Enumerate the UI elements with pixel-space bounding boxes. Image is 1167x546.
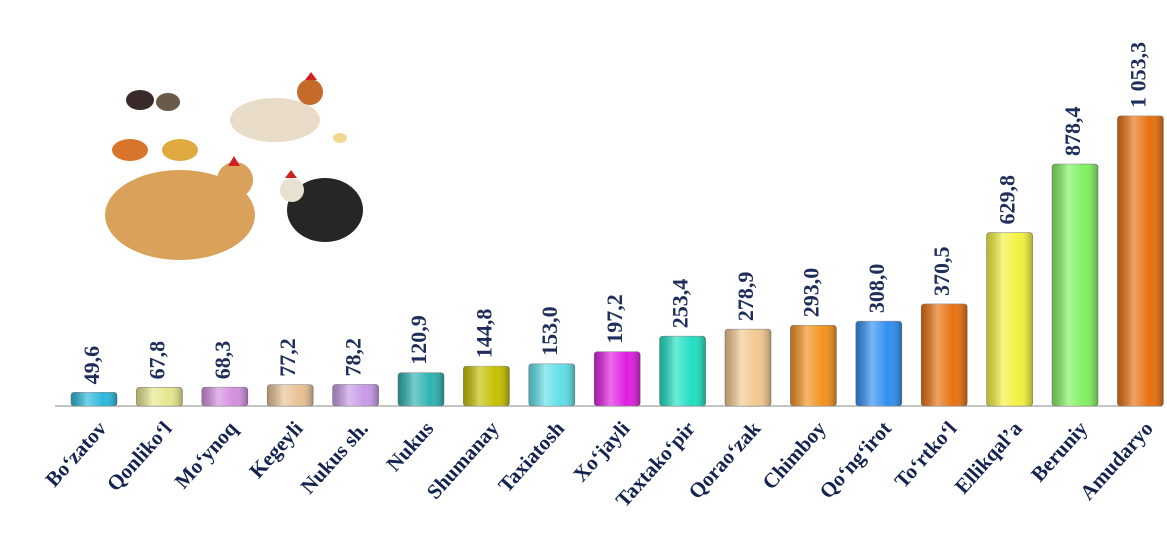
- bar-shine: [201, 387, 248, 406]
- value-label: 253,4: [668, 279, 693, 329]
- bar-shine: [71, 392, 117, 406]
- x-tick-label: Mo‘ynoq: [170, 416, 243, 493]
- value-label: 68,3: [210, 341, 235, 380]
- bar-shine: [1052, 164, 1098, 406]
- value-label: 197,2: [602, 294, 627, 344]
- bar-shine: [528, 363, 575, 406]
- bar-shine: [986, 232, 1033, 406]
- bar-shine: [1117, 115, 1164, 407]
- value-label: 120,9: [406, 315, 431, 365]
- chicken-illustration: [105, 72, 363, 260]
- value-label: 278,9: [733, 272, 758, 322]
- value-label: 153,0: [537, 306, 562, 356]
- bar-shine: [594, 351, 641, 406]
- bar-shine: [463, 366, 510, 406]
- value-label: 1 053,3: [1125, 42, 1150, 108]
- value-label: 144,8: [471, 309, 496, 359]
- bar-shine: [136, 387, 183, 406]
- value-label: 370,5: [929, 246, 954, 296]
- bar-shine: [267, 384, 314, 406]
- x-tick-label: Beruniy: [1026, 416, 1093, 486]
- value-label: 67,8: [144, 341, 169, 380]
- x-tick-label: Ellikqal’a: [950, 416, 1028, 498]
- bar-shine: [398, 372, 444, 406]
- value-label: 629,8: [995, 175, 1020, 225]
- bar-shine: [921, 303, 968, 406]
- bar-shine: [725, 329, 771, 406]
- value-label: 49,6: [79, 346, 104, 385]
- value-label: 293,0: [798, 268, 823, 318]
- x-tick-label: Nukus sh.: [296, 417, 373, 499]
- x-tick-label: Kegeyli: [244, 416, 307, 482]
- value-label: 78,2: [341, 338, 366, 377]
- value-label: 308,0: [864, 264, 889, 314]
- x-tick-label: Xo‘jayli: [568, 416, 634, 486]
- value-label: 77,2: [275, 338, 300, 377]
- bar-shine: [332, 384, 379, 406]
- bar-shine: [659, 336, 706, 406]
- bar-shine: [790, 325, 837, 406]
- x-tick-label: Taxiatosh: [493, 416, 569, 497]
- x-tick-label: Qonliko‘l: [102, 416, 177, 495]
- value-label: 878,4: [1060, 107, 1085, 157]
- x-tick-label: Nukus: [381, 417, 438, 476]
- bar-shine: [855, 321, 902, 406]
